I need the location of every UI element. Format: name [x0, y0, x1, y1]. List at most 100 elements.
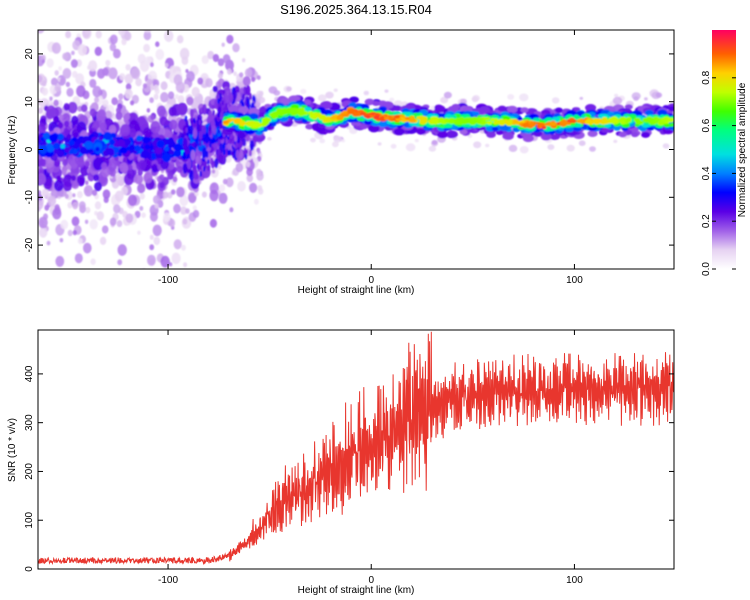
heatmap-cell	[94, 201, 102, 210]
heatmap-cell	[173, 149, 182, 158]
heatmap-cell	[143, 172, 153, 184]
heatmap-cell	[578, 140, 586, 146]
heatmap-cell	[217, 72, 223, 79]
colorbar-gradient	[712, 30, 736, 269]
heatmap-cell	[384, 116, 389, 120]
heatmap-cell	[63, 103, 70, 111]
heatmap-cell	[102, 67, 109, 76]
heatmap-cell	[182, 125, 187, 135]
heatmap-cell	[620, 121, 626, 125]
heatmap-cell	[89, 108, 97, 117]
heatmap-cell	[285, 108, 290, 112]
heatmap-cell	[186, 71, 195, 82]
heatmap-cell	[495, 130, 504, 135]
heatmap-cell	[85, 180, 89, 185]
heatmap-cell	[612, 119, 619, 123]
heatmap-cell	[499, 124, 510, 131]
heatmap-cell	[143, 43, 151, 53]
heatmap-cell	[276, 108, 283, 113]
heatmap-cell	[569, 117, 575, 121]
heatmap-cell	[538, 122, 545, 127]
heatmap-cell	[77, 44, 88, 56]
heatmap-cell	[147, 274, 154, 282]
heatmap-cell	[95, 30, 102, 39]
heatmap-cell	[56, 175, 62, 182]
heatmap-cell	[587, 130, 598, 138]
heatmap-cell	[389, 97, 395, 103]
heatmap-cell	[78, 201, 86, 210]
heatmap-cell	[511, 119, 519, 125]
heatmap-cell	[207, 159, 210, 165]
heatmap-cell	[237, 181, 246, 192]
heatmap-cell	[180, 206, 188, 215]
heatmap-cell	[164, 30, 174, 42]
heatmap-cell	[54, 70, 59, 76]
heatmap-cell	[53, 115, 60, 123]
snr-x-tick-label: 100	[566, 575, 583, 586]
heatmap-cell	[138, 271, 145, 280]
heatmap-cell	[167, 160, 175, 170]
heatmap-cell	[174, 143, 182, 151]
heatmap-cell	[149, 97, 154, 104]
heatmap-cell	[79, 146, 88, 155]
heatmap-cell	[113, 48, 121, 59]
heatmap-cell	[39, 158, 47, 167]
heatmap-cell	[189, 125, 194, 136]
heatmap-cell	[201, 124, 206, 136]
heatmap-cell	[134, 144, 141, 152]
heatmap-cell	[446, 130, 458, 139]
heatmap-cell	[384, 89, 389, 93]
heatmap-cell	[46, 105, 56, 117]
heatmap-cell	[150, 120, 161, 134]
snr-y-axis-label: SNR (10 * v/v)	[7, 418, 18, 482]
heatmap-cell	[221, 100, 224, 106]
snr-panel: -100 0 100 0 100 200 300 400 Height of straigh…	[7, 329, 675, 596]
spectrogram-y-tick-label: -10	[24, 190, 35, 205]
heatmap-cell	[46, 240, 51, 246]
heatmap-cell	[99, 122, 107, 132]
heatmap-cell	[53, 99, 59, 107]
heatmap-cell	[209, 218, 217, 228]
heatmap-cell	[246, 174, 254, 183]
heatmap-cell	[192, 128, 198, 139]
heatmap-cell	[378, 121, 387, 128]
heatmap-cell	[156, 140, 165, 149]
heatmap-cell	[71, 216, 80, 227]
heatmap-cell	[102, 99, 109, 108]
heatmap-cell	[117, 244, 127, 256]
heatmap-cell	[59, 78, 64, 83]
heatmap-cell	[38, 199, 44, 210]
heatmap-cell	[40, 54, 46, 62]
heatmap-cell	[659, 114, 665, 119]
heatmap-cell	[551, 134, 560, 140]
heatmap-cell	[142, 136, 150, 144]
heatmap-cell	[573, 114, 579, 118]
heatmap-cell	[212, 54, 220, 62]
heatmap-cell	[72, 149, 78, 155]
heatmap-cell	[559, 121, 567, 127]
heatmap-cell	[192, 121, 197, 128]
heatmap-cell	[257, 96, 266, 104]
heatmap-cell	[235, 141, 238, 149]
heatmap-cell	[173, 239, 182, 250]
heatmap-cell	[212, 125, 217, 135]
heatmap-cell	[41, 80, 47, 87]
heatmap-cell	[661, 117, 668, 122]
heatmap-cell	[130, 67, 141, 80]
heatmap-cell	[160, 92, 169, 103]
heatmap-cell	[657, 109, 668, 117]
heatmap-cell	[80, 164, 90, 177]
heatmap-cell	[168, 262, 173, 267]
heatmap-cell	[54, 149, 60, 154]
heatmap-cell	[548, 130, 556, 135]
heatmap-cell	[55, 255, 65, 267]
heatmap-cell	[245, 85, 251, 96]
heatmap-cell	[39, 227, 48, 238]
spectrogram-x-tick-label: 100	[566, 275, 583, 286]
heatmap-cell	[244, 68, 253, 78]
heatmap-cell	[125, 64, 131, 71]
heatmap-cell	[528, 122, 537, 127]
heatmap-cell	[541, 125, 547, 130]
heatmap-cell	[186, 96, 194, 106]
